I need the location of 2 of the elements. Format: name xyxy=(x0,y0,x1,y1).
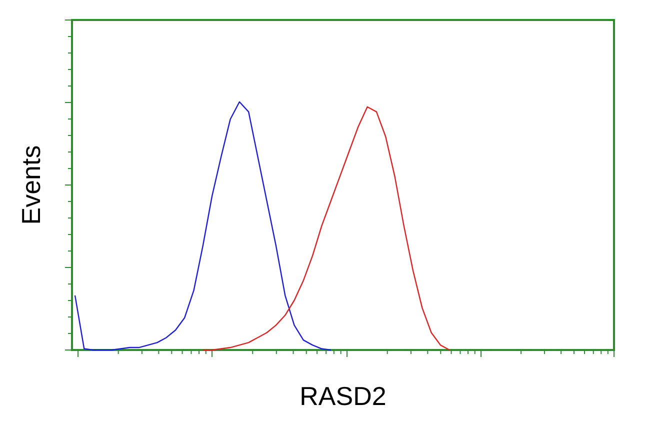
x-axis-title: RASD2 xyxy=(300,381,386,411)
y-axis-title: Events xyxy=(16,145,46,225)
